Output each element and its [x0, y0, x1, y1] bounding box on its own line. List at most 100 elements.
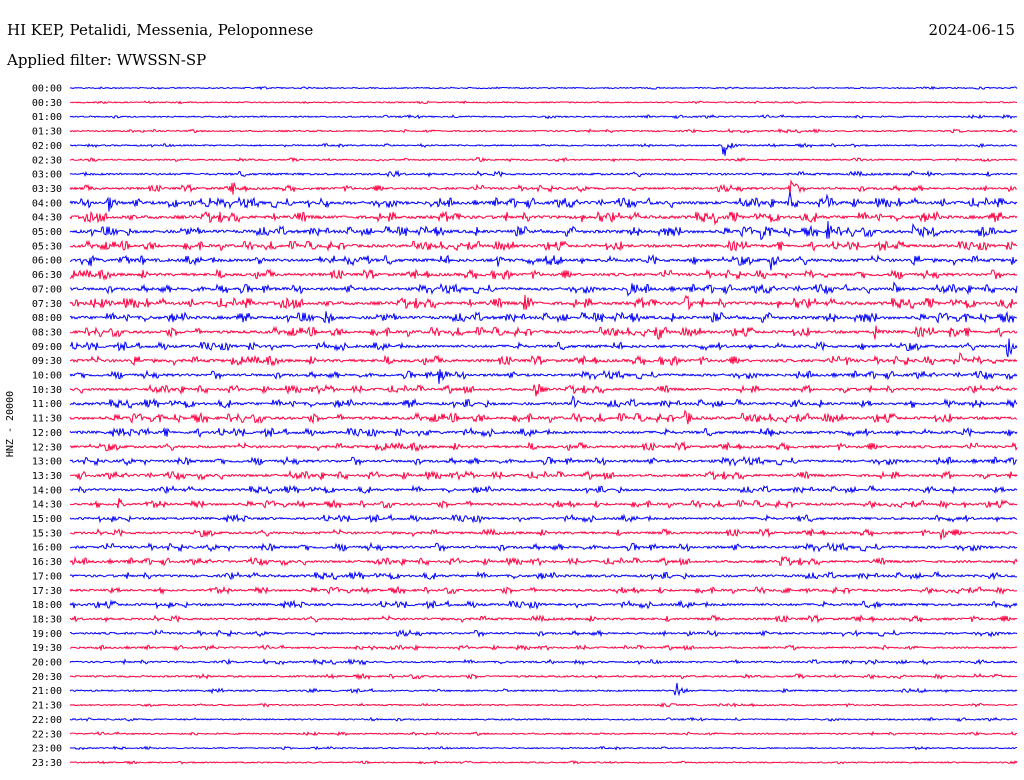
seismogram-trace	[69, 409, 1018, 425]
trace-time-label: 05:30	[32, 241, 62, 252]
seismogram-trace	[69, 192, 1018, 212]
trace-time-label: 22:00	[32, 715, 62, 726]
seismogram-trace	[69, 513, 1018, 524]
trace-time-label: 14:30	[32, 500, 62, 511]
seismogram-trace	[69, 440, 1018, 453]
seismogram-trace	[69, 210, 1018, 226]
trace-time-label: 14:00	[32, 485, 62, 496]
seismogram-trace	[69, 469, 1018, 482]
trace-time-label: 07:00	[32, 284, 62, 295]
trace-time-label: 16:30	[32, 557, 62, 568]
trace-time-label: 01:00	[32, 112, 62, 123]
filter-label: Applied filter: WWSSN-SP	[7, 51, 207, 69]
trace-time-label: 19:30	[32, 643, 62, 654]
seismogram-trace	[69, 657, 1018, 666]
seismogram-trace	[69, 325, 1018, 340]
seismogram-trace	[69, 338, 1018, 358]
trace-time-label: 19:00	[32, 629, 62, 640]
trace-time-label: 00:00	[32, 84, 62, 95]
seismogram-trace	[69, 628, 1018, 638]
trace-time-label: 02:30	[32, 155, 62, 166]
seismogram-trace	[69, 730, 1018, 737]
seismogram-trace	[69, 672, 1018, 681]
trace-time-label: 07:30	[32, 299, 62, 310]
trace-time-label: 15:00	[32, 514, 62, 525]
seismogram-trace	[69, 527, 1018, 540]
seismogram-trace	[69, 541, 1018, 553]
trace-time-label: 15:30	[32, 528, 62, 539]
seismogram-trace	[69, 254, 1018, 271]
seismogram-trace	[69, 383, 1018, 397]
trace-time-label: 00:30	[32, 98, 62, 109]
seismogram-trace	[69, 455, 1018, 467]
trace-time-label: 08:30	[32, 327, 62, 338]
trace-time-label: 20:30	[32, 672, 62, 683]
trace-time-label: 18:30	[32, 614, 62, 625]
seismogram-trace	[69, 484, 1018, 495]
trace-time-label: 03:00	[32, 170, 62, 181]
trace-time-label: 11:00	[32, 399, 62, 410]
trace-time-label: 09:30	[32, 356, 62, 367]
seismogram-trace	[69, 142, 1017, 156]
trace-time-label: 17:00	[32, 571, 62, 582]
seismogram-trace	[69, 614, 1018, 624]
seismogram-trace	[69, 351, 1018, 367]
trace-time-label: 02:00	[32, 141, 62, 152]
seismogram-trace	[69, 682, 1018, 697]
trace-time-label: 04:30	[32, 213, 62, 224]
seismogram-trace	[69, 156, 1018, 163]
trace-time-label: 16:00	[32, 543, 62, 554]
seismogram-trace	[69, 497, 1018, 510]
trace-time-label: 21:30	[32, 701, 62, 712]
trace-time-label: 08:00	[32, 313, 62, 324]
seismogram-trace	[69, 281, 1018, 297]
seismogram-trace	[69, 369, 1018, 384]
seismogram-trace	[69, 128, 1018, 134]
trace-time-label: 17:30	[32, 586, 62, 597]
seismogram-trace	[69, 599, 1018, 610]
seismogram-trace	[69, 643, 1018, 652]
trace-time-label: 11:30	[32, 414, 62, 425]
trace-time-label: 12:30	[32, 442, 62, 453]
trace-time-label: 20:00	[32, 658, 62, 669]
seismogram-trace	[69, 113, 1018, 120]
trace-time-label: 23:30	[32, 758, 62, 769]
seismogram-trace	[69, 310, 1018, 324]
seismogram-trace	[69, 702, 1018, 709]
trace-time-label: 06:30	[32, 270, 62, 281]
trace-time-label: 12:00	[32, 428, 62, 439]
trace-time-label: 01:30	[32, 127, 62, 138]
trace-time-label: 23:00	[32, 744, 62, 755]
seismogram-trace	[69, 556, 1018, 567]
seismogram-trace	[69, 570, 1018, 581]
seismogram-trace	[69, 294, 1018, 311]
seismogram-trace	[69, 716, 1018, 723]
trace-time-label: 09:00	[32, 342, 62, 353]
trace-time-label: 13:00	[32, 457, 62, 468]
station-title: HI KEP, Petalidi, Messenia, Peloponnese	[7, 21, 314, 39]
trace-time-label: 18:00	[32, 600, 62, 611]
trace-time-label: 03:30	[32, 184, 62, 195]
seismogram-trace	[69, 221, 1018, 241]
record-date: 2024-06-15	[928, 21, 1015, 39]
seismogram-trace	[69, 760, 1018, 765]
seismogram-trace	[69, 169, 1018, 178]
trace-time-label: 13:30	[32, 471, 62, 482]
trace-group	[69, 85, 1018, 765]
trace-time-label: 21:00	[32, 686, 62, 697]
trace-time-label: 05:00	[32, 227, 62, 238]
trace-time-label: 10:30	[32, 385, 62, 396]
trace-time-label: 22:30	[32, 729, 62, 740]
seismogram-trace	[69, 85, 1018, 91]
seismogram-trace	[69, 100, 1018, 105]
seismogram-trace	[69, 585, 1018, 596]
seismogram-trace	[69, 179, 1018, 196]
time-label-group: 00:00 00:30 01:00 01:30 02:00 02:30 03:00 03:30…	[32, 84, 62, 769]
seismogram-trace	[69, 394, 1018, 409]
y-axis-title: HNZ - 20000	[5, 391, 16, 457]
seismogram-trace	[69, 426, 1018, 438]
trace-time-label: 04:00	[32, 198, 62, 209]
seismogram-trace	[69, 268, 1018, 281]
seismogram-trace	[69, 239, 1018, 252]
